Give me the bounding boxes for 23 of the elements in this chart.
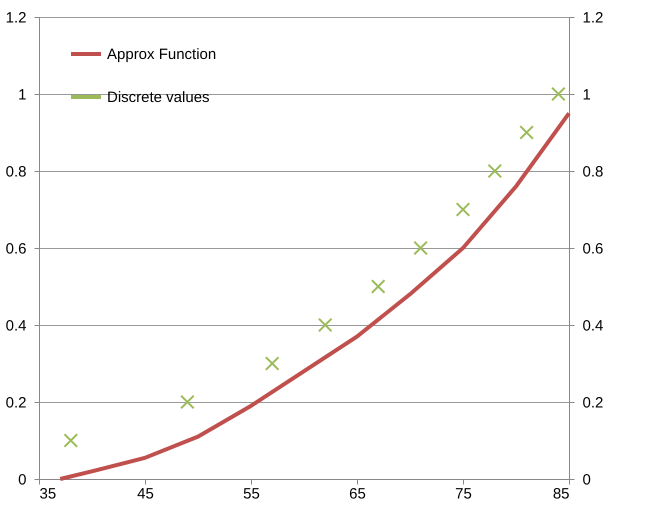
legend-label: Discrete values (107, 89, 210, 106)
y2-tick-label: 1.2 (582, 10, 604, 26)
legend-label: Approx Function (107, 46, 216, 63)
y-tick-label: 0 (18, 472, 26, 488)
y2-tick-label: 0.6 (582, 240, 604, 258)
y2-tick-label: 0.2 (582, 394, 604, 412)
y-tick-label: 0.8 (6, 164, 26, 180)
y-tick-label: 0.2 (6, 394, 26, 412)
x-tick-label: 55 (243, 486, 260, 502)
x-tick-label: 85 (552, 486, 570, 502)
y-tick-label: 1.2 (6, 10, 26, 26)
y-tick-label: 0.6 (6, 240, 26, 258)
y2-tick-label: 0.8 (582, 164, 604, 180)
x-tick-label: 35 (40, 486, 56, 502)
line-series (58, 111, 571, 481)
y2-tick-label: 1 (582, 86, 591, 104)
y2-tick-label: 0.4 (582, 318, 604, 334)
x-tick-label: 75 (455, 486, 472, 502)
x-tick-label: 45 (137, 486, 154, 502)
y-tick-label: 1 (18, 86, 26, 104)
x-tick-label: 65 (349, 486, 366, 502)
y2-tick-label: 0 (582, 472, 591, 488)
y-tick-label: 0.4 (6, 318, 26, 334)
